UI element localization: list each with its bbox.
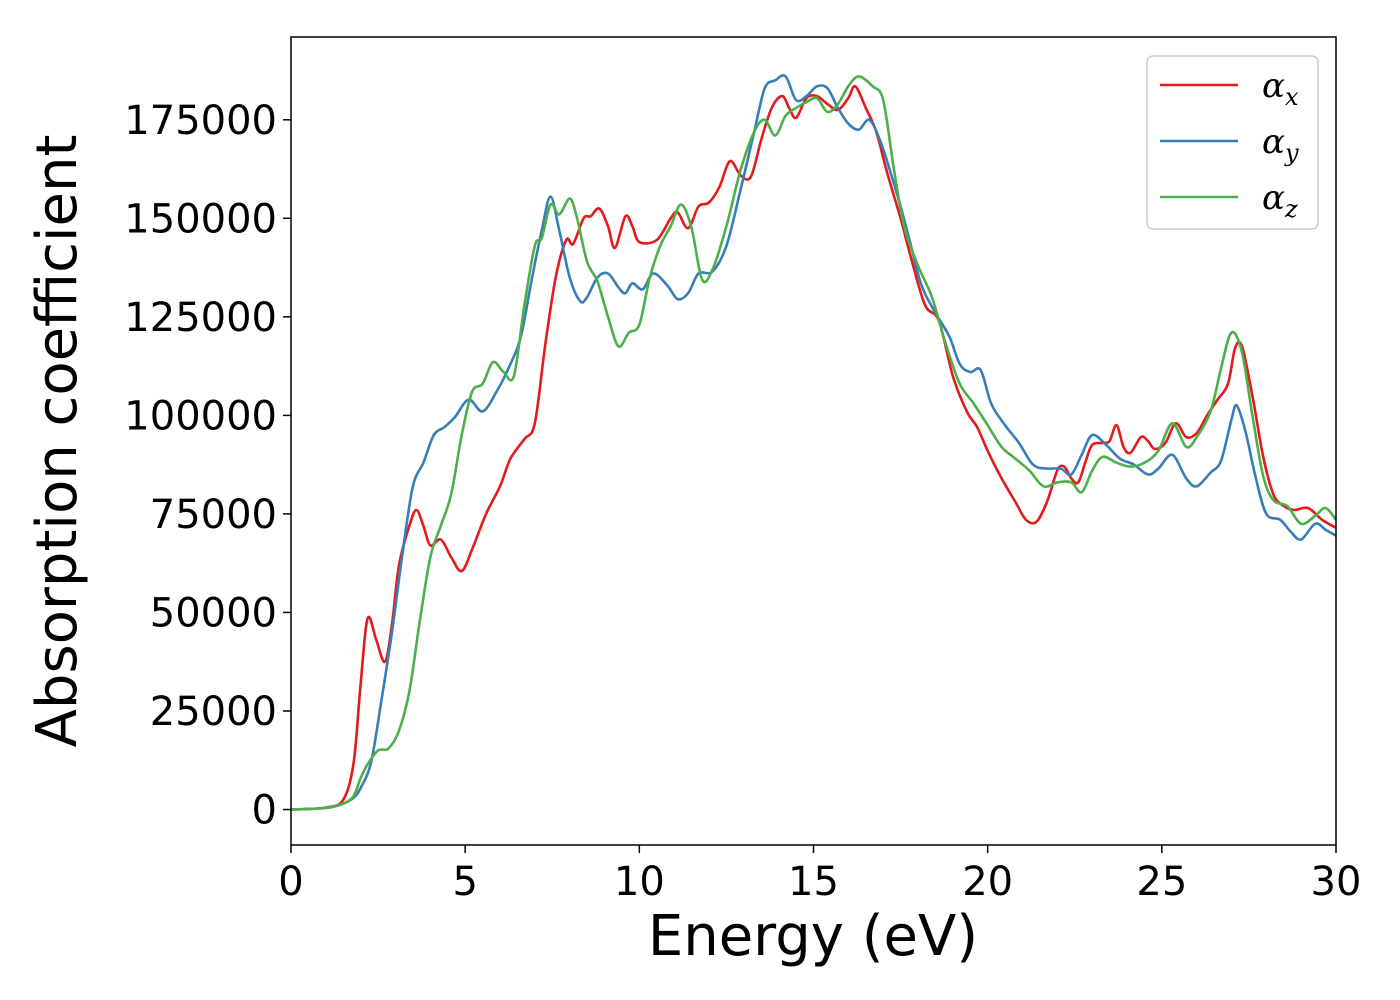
y-tick-label: 75000 (150, 492, 277, 538)
y-tick-label: 100000 (124, 393, 277, 439)
x-tick-label: 5 (452, 859, 477, 905)
x-tick-label: 15 (788, 859, 839, 905)
y-tick-label: 0 (252, 788, 277, 834)
x-tick-label: 20 (962, 859, 1013, 905)
legend-label-alpha-y: αy (1262, 122, 1299, 167)
legend-label-alpha-z: αz (1262, 178, 1298, 223)
series-line-alpha-z (291, 75, 1336, 811)
x-tick-label: 25 (1136, 859, 1187, 905)
y-axis: 0 25000 50000 75000 100000 125000 150000 175000 (124, 98, 291, 834)
legend-box (1146, 55, 1319, 230)
x-tick-label: 10 (614, 859, 665, 905)
series-layer (291, 74, 1336, 811)
y-tick-label: 25000 (150, 689, 277, 735)
y-tick-label: 150000 (124, 196, 277, 242)
series-line-alpha-x (291, 84, 1336, 811)
series-line-alpha-y (291, 74, 1336, 811)
y-tick-label: 175000 (124, 98, 277, 144)
x-tick-label: 0 (278, 859, 303, 905)
x-axis-title: Energy (eV) (648, 904, 978, 969)
y-axis-title: Absorption coefficient (25, 135, 90, 748)
x-tick-label: 30 (1311, 859, 1362, 905)
legend: αx αy αz (1146, 55, 1319, 230)
y-tick-label: 50000 (150, 590, 277, 636)
legend-label-alpha-x: αx (1262, 66, 1299, 111)
y-tick-label: 125000 (124, 295, 277, 341)
x-axis: 0 5 10 15 20 25 30 (278, 845, 1361, 905)
